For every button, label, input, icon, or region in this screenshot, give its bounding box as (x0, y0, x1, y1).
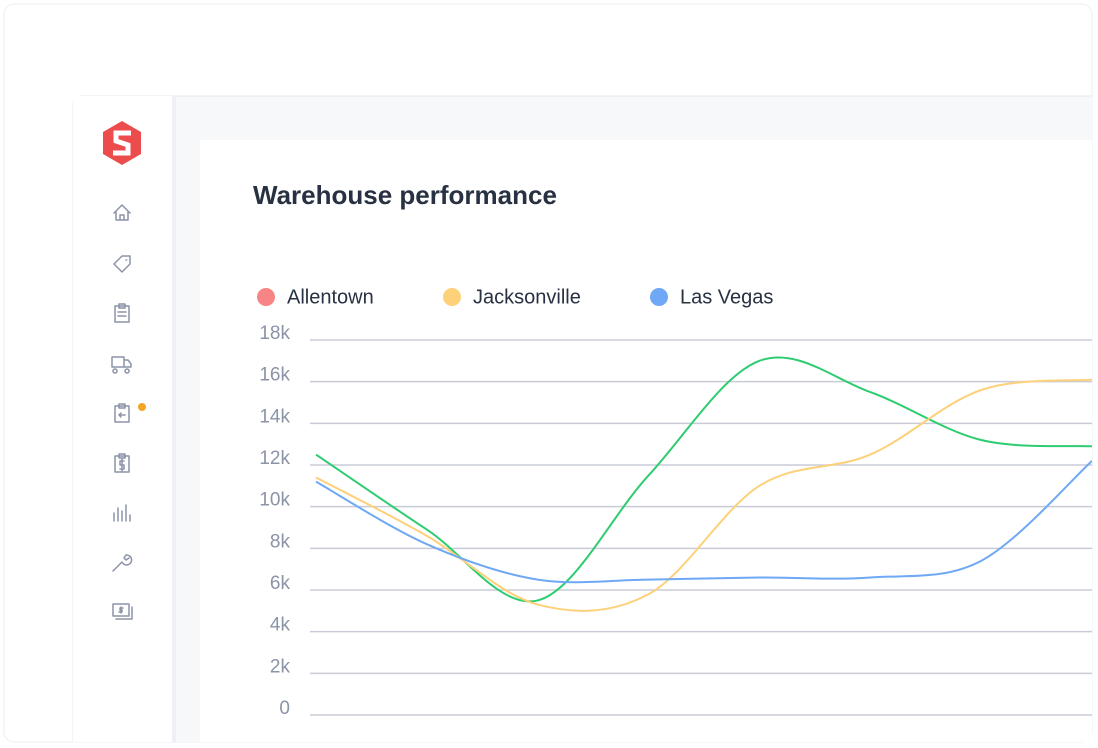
legend-label: Jacksonville (473, 286, 581, 308)
series-line (315, 460, 1092, 584)
y-tick-label: 16k (259, 365, 290, 386)
y-tick-label: 0 (279, 698, 290, 719)
legend-marker (257, 288, 275, 306)
y-tick-label: 18k (259, 323, 290, 344)
sidebar-shadow (172, 96, 176, 742)
y-tick-label: 14k (259, 406, 290, 427)
series-line (315, 356, 1092, 603)
y-tick-label: 8k (270, 531, 291, 552)
legend-marker (443, 288, 461, 306)
legend-label: Las Vegas (680, 286, 773, 308)
nav-icons[interactable] (111, 204, 133, 620)
y-tick-label: 12k (259, 448, 290, 469)
y-tick-label: 6k (270, 573, 291, 594)
legend-label: Allentown (287, 286, 374, 308)
y-tick-label: 10k (259, 490, 290, 511)
sidebar (73, 96, 173, 742)
y-tick-label: 4k (270, 615, 291, 636)
series-line (315, 378, 1092, 612)
chart-panel (200, 140, 1092, 742)
notification-dot (138, 403, 146, 411)
legend-marker (650, 288, 668, 306)
y-tick-label: 2k (270, 656, 291, 677)
plot (310, 339, 1092, 716)
chart-title: Warehouse performance (253, 180, 557, 210)
logo (103, 121, 141, 165)
